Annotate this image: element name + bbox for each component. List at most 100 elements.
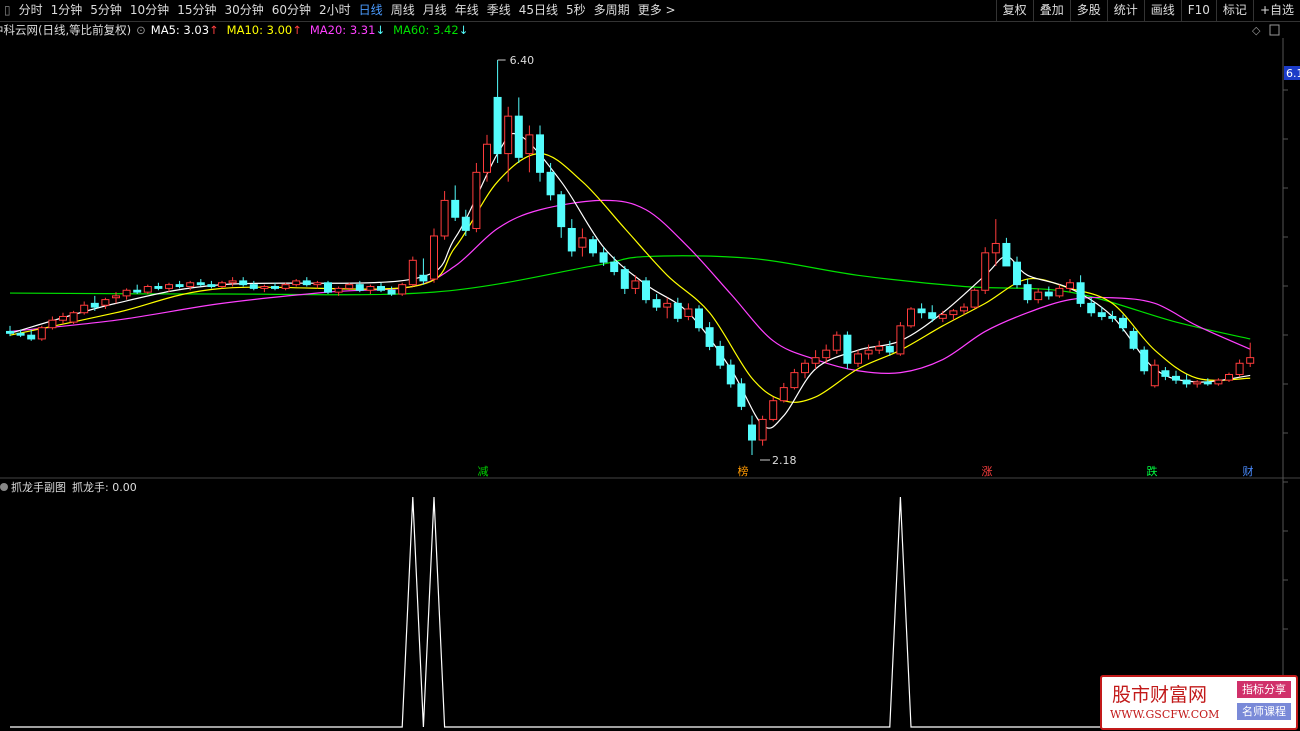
period-tab[interactable]: 季线 — [486, 3, 511, 17]
sub-title: 抓龙手副图 — [11, 480, 66, 494]
period-tab[interactable]: 月线 — [422, 3, 447, 17]
icon — [1269, 24, 1280, 36]
candle-body — [1034, 291, 1043, 301]
period-tab[interactable]: 5分钟 — [90, 3, 122, 17]
candle-body — [832, 334, 841, 351]
candle-body — [949, 310, 958, 316]
candle-body — [726, 364, 735, 385]
candle-body — [1235, 362, 1244, 376]
icon — [0, 483, 8, 491]
period-tab[interactable]: 5秒 — [566, 3, 586, 17]
candle-body — [1203, 381, 1212, 385]
tool-button[interactable]: F10 — [1180, 0, 1216, 21]
candle-body — [1246, 357, 1255, 364]
candle-body — [440, 199, 449, 237]
axis-badge-bg — [1284, 66, 1300, 80]
period-tab[interactable]: 年线 — [454, 3, 479, 17]
candle-body — [1013, 261, 1021, 286]
candle-body — [112, 295, 120, 299]
candle-body — [122, 289, 131, 297]
info-line: 中科云网(日线,等比前复权) ⊙ MA5: 3.03↑ MA10: 3.00↑ MA20… — [0, 22, 476, 38]
candle-body — [790, 372, 799, 389]
icon: ⊙ — [136, 23, 146, 37]
low-label: 2.18 — [772, 454, 797, 467]
candle-body — [599, 252, 608, 263]
tool-button[interactable]: 画线 — [1143, 0, 1181, 21]
candle-body — [430, 235, 438, 280]
candle-body — [1108, 315, 1117, 319]
signal-marker: 跌 — [1147, 464, 1158, 478]
candle-body — [748, 424, 756, 441]
period-tab[interactable]: 60分钟 — [271, 3, 312, 17]
candle-body — [1140, 349, 1149, 372]
candle-body — [769, 400, 778, 420]
sub-value: 抓龙手: 0.00 — [72, 480, 137, 494]
candle-body — [16, 332, 25, 336]
icon: ▯ — [4, 3, 11, 17]
candle-body — [101, 299, 110, 306]
candle-body — [1044, 291, 1053, 297]
tool-button[interactable]: +自选 — [1252, 0, 1300, 21]
candle-body — [875, 345, 884, 351]
candle-body — [249, 284, 258, 289]
tool-button[interactable]: 复权 — [995, 0, 1033, 21]
period-tab[interactable]: 更多 > — [637, 3, 676, 17]
candle-body — [1225, 374, 1233, 381]
period-list: 分时 1分钟 5分钟 10分钟 15分钟 30分钟 60分钟 2小时 日线 周线 月线 年线 季线 45日… — [15, 0, 680, 21]
candle-body — [854, 353, 862, 364]
candle-body — [758, 418, 767, 441]
candle-body — [1055, 287, 1064, 297]
candle-body — [355, 284, 364, 291]
ma-line — [9, 255, 1251, 340]
ma-label: MA5: 3.03 — [150, 23, 210, 37]
period-tab[interactable]: 45日线 — [518, 3, 559, 17]
candle-body — [610, 261, 619, 273]
candle-body — [165, 284, 173, 289]
candle-body — [1087, 302, 1096, 314]
ma-arrow: ↓ — [375, 23, 386, 37]
candle-body — [695, 308, 703, 329]
candle-body — [1214, 379, 1223, 385]
tool-button[interactable]: 标记 — [1215, 0, 1253, 21]
candle-body — [705, 327, 714, 347]
candle-body — [1150, 364, 1159, 387]
tool-button[interactable]: 叠加 — [1032, 0, 1070, 21]
candle-body — [419, 274, 428, 282]
ma-label: MA10: 3.00 — [226, 23, 293, 37]
period-tab[interactable]: 30分钟 — [224, 3, 264, 17]
candle-body — [186, 282, 195, 288]
ma-legend: MA5: 3.03↑ — [151, 22, 219, 38]
period-tab[interactable]: 1分钟 — [50, 3, 83, 17]
candle-body — [864, 349, 873, 355]
period-tab[interactable]: 分时 — [18, 3, 43, 17]
candle-body — [907, 308, 915, 327]
period-tab[interactable]: 15分钟 — [177, 3, 217, 17]
tool-button[interactable]: 多股 — [1069, 0, 1107, 21]
period-tab[interactable]: 日线 — [358, 3, 383, 17]
ma-legend: MA20: 3.31↓ — [310, 22, 385, 38]
candle-body — [271, 286, 279, 289]
candle-body — [525, 134, 534, 155]
candle-body — [1161, 370, 1170, 377]
candle-body — [218, 282, 226, 288]
candle-body — [801, 362, 809, 374]
candle-body — [1002, 242, 1011, 267]
candle-body — [334, 287, 343, 293]
period-tab[interactable]: 周线 — [390, 3, 415, 17]
candle-body — [239, 280, 248, 286]
period-tab[interactable]: 多周期 — [593, 3, 630, 17]
watermark-url: WWW.GSCFW.COM — [1110, 708, 1220, 721]
tool-button[interactable]: 统计 — [1106, 0, 1144, 21]
candle-body — [27, 334, 36, 340]
signal-marker: 榜 — [738, 464, 749, 478]
candle-body — [779, 387, 788, 402]
signal-marker: 涨 — [982, 465, 993, 478]
period-tab[interactable]: 2小时 — [319, 3, 351, 17]
candle-body — [981, 252, 990, 291]
icon: ◇ — [1252, 24, 1261, 37]
ma-arrow: ↑ — [209, 23, 219, 37]
candle-body — [80, 304, 89, 314]
period-tab[interactable]: 10分钟 — [129, 3, 170, 17]
candle-body — [567, 227, 576, 252]
candle-body — [991, 242, 1000, 254]
